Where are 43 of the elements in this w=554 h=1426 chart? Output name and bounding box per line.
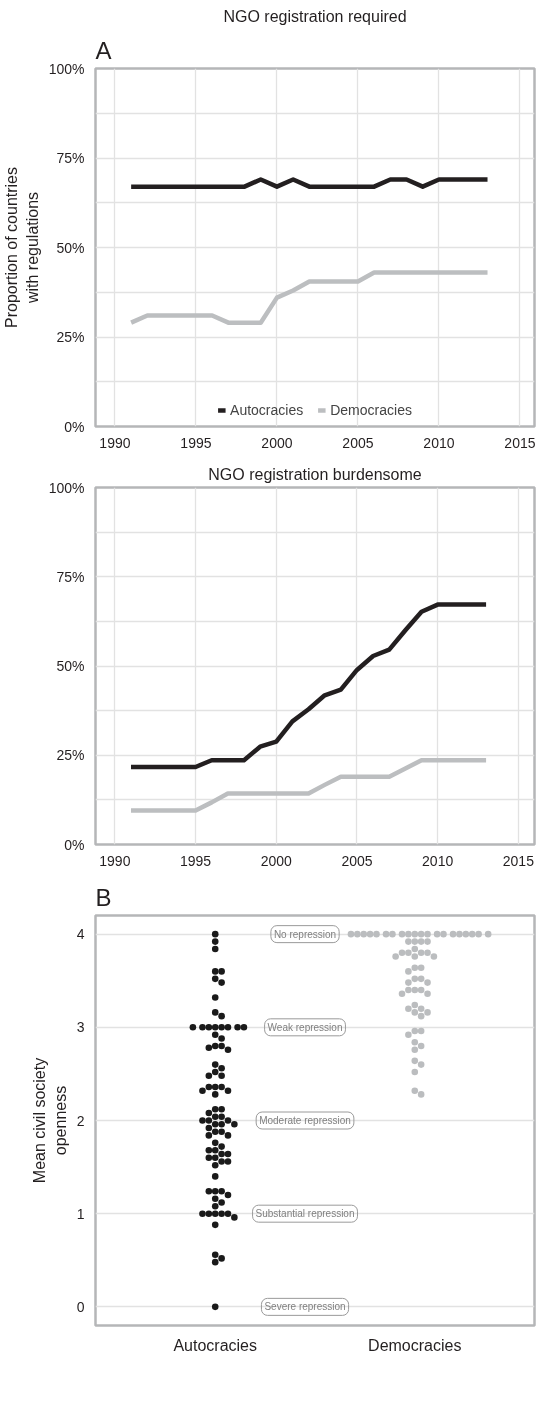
y-tick-label: 0% bbox=[64, 836, 85, 853]
y-tick-label: 50% bbox=[56, 658, 85, 674]
line-series bbox=[128, 602, 489, 770]
legend-label: Democracies bbox=[330, 402, 412, 418]
x-tick-label: 2005 bbox=[342, 434, 374, 451]
y-tick-label: 75% bbox=[56, 150, 85, 166]
y-tick-label: 0 bbox=[76, 1298, 85, 1315]
x-tick-label: 1990 bbox=[99, 852, 131, 869]
annotation: No repression bbox=[273, 928, 337, 940]
x-tick-label: 1990 bbox=[99, 434, 131, 451]
y-tick-label: 1 bbox=[76, 1205, 85, 1222]
x-tick-label: 1995 bbox=[179, 852, 212, 869]
y-tick-label: 50% bbox=[56, 239, 85, 256]
y-tick-label: 0% bbox=[64, 418, 85, 435]
y-tick-label: 3 bbox=[76, 1019, 85, 1036]
y-tick-label: 75% bbox=[56, 568, 85, 585]
x-tick-label: 2000 bbox=[261, 434, 293, 451]
annotation: Severe repression bbox=[264, 1301, 346, 1313]
x-tick-label: 2015 bbox=[502, 852, 535, 869]
x-tick-label: 2010 bbox=[422, 852, 454, 869]
annotation: Moderate repression bbox=[259, 1115, 351, 1126]
y-axis-title: Proportion of countries with regulations bbox=[3, 167, 41, 328]
annotation: Weak repression bbox=[267, 1021, 343, 1033]
line-series bbox=[128, 758, 489, 813]
y-tick-label: 2 bbox=[76, 1112, 85, 1129]
annotation: Substantial repression bbox=[255, 1208, 355, 1220]
x-tick-label: 2000 bbox=[260, 852, 293, 869]
chart-title: NGO registration burdensome bbox=[208, 465, 422, 483]
y-tick-label: 100% bbox=[48, 479, 85, 496]
text: A bbox=[95, 36, 112, 64]
x-tick-label: 2005 bbox=[341, 852, 373, 869]
x-tick-label: 1995 bbox=[180, 434, 212, 451]
y-tick-label: 100% bbox=[48, 60, 85, 77]
chart-title: NGO registration required bbox=[223, 7, 407, 25]
x-tick-label: 2015 bbox=[504, 434, 536, 451]
y-axis-title: Mean civil society openness bbox=[31, 1057, 69, 1184]
text: B bbox=[95, 883, 112, 911]
legend-label: Autocracies bbox=[230, 402, 304, 418]
y-tick-label: 25% bbox=[56, 747, 85, 764]
y-tick-label: 4 bbox=[76, 926, 85, 943]
x-tick-label: 2010 bbox=[423, 434, 455, 451]
y-tick-label: 25% bbox=[56, 329, 85, 345]
line-series bbox=[128, 270, 490, 325]
